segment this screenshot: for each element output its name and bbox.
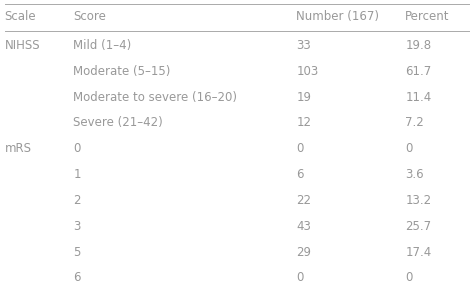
Text: 0: 0: [405, 142, 413, 155]
Text: 2: 2: [73, 194, 81, 207]
Text: NIHSS: NIHSS: [5, 39, 40, 52]
Text: 7.2: 7.2: [405, 116, 424, 129]
Text: 12: 12: [296, 116, 311, 129]
Text: 22: 22: [296, 194, 311, 207]
Text: 17.4: 17.4: [405, 246, 431, 259]
Text: 61.7: 61.7: [405, 65, 431, 78]
Text: Percent: Percent: [405, 10, 450, 23]
Text: 1: 1: [73, 168, 81, 181]
Text: 6: 6: [296, 168, 304, 181]
Text: Score: Score: [73, 10, 106, 23]
Text: 0: 0: [296, 142, 304, 155]
Text: mRS: mRS: [5, 142, 32, 155]
Text: 29: 29: [296, 246, 311, 259]
Text: Moderate (5–15): Moderate (5–15): [73, 65, 171, 78]
Text: Moderate to severe (16–20): Moderate to severe (16–20): [73, 91, 237, 104]
Text: Mild (1–4): Mild (1–4): [73, 39, 132, 52]
Text: 103: 103: [296, 65, 319, 78]
Text: 19.8: 19.8: [405, 39, 431, 52]
Text: 6: 6: [73, 271, 81, 285]
Text: 19: 19: [296, 91, 311, 104]
Text: 43: 43: [296, 220, 311, 233]
Text: 11.4: 11.4: [405, 91, 431, 104]
Text: 3: 3: [73, 220, 81, 233]
Text: 0: 0: [405, 271, 413, 285]
Text: 3.6: 3.6: [405, 168, 424, 181]
Text: 25.7: 25.7: [405, 220, 431, 233]
Text: Scale: Scale: [5, 10, 36, 23]
Text: 0: 0: [296, 271, 304, 285]
Text: 0: 0: [73, 142, 81, 155]
Text: 5: 5: [73, 246, 81, 259]
Text: 33: 33: [296, 39, 311, 52]
Text: 13.2: 13.2: [405, 194, 431, 207]
Text: Severe (21–42): Severe (21–42): [73, 116, 163, 129]
Text: Number (167): Number (167): [296, 10, 379, 23]
